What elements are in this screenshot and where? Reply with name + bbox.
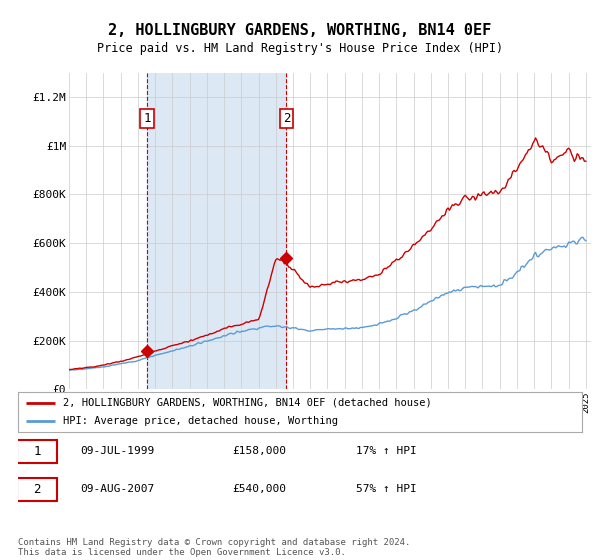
Text: 1: 1 xyxy=(34,445,41,458)
Text: £540,000: £540,000 xyxy=(232,484,286,494)
Text: 09-AUG-2007: 09-AUG-2007 xyxy=(80,484,154,494)
Text: 2, HOLLINGBURY GARDENS, WORTHING, BN14 0EF (detached house): 2, HOLLINGBURY GARDENS, WORTHING, BN14 0… xyxy=(63,398,432,408)
Text: Price paid vs. HM Land Registry's House Price Index (HPI): Price paid vs. HM Land Registry's House … xyxy=(97,42,503,55)
FancyBboxPatch shape xyxy=(17,478,58,501)
FancyBboxPatch shape xyxy=(17,440,58,463)
Text: 57% ↑ HPI: 57% ↑ HPI xyxy=(356,484,417,494)
Text: HPI: Average price, detached house, Worthing: HPI: Average price, detached house, Wort… xyxy=(63,417,338,426)
Text: 17% ↑ HPI: 17% ↑ HPI xyxy=(356,446,417,456)
Bar xyxy=(147,73,286,389)
Text: £158,000: £158,000 xyxy=(232,446,286,456)
Text: Contains HM Land Registry data © Crown copyright and database right 2024.
This d: Contains HM Land Registry data © Crown c… xyxy=(18,538,410,557)
Text: 2, HOLLINGBURY GARDENS, WORTHING, BN14 0EF: 2, HOLLINGBURY GARDENS, WORTHING, BN14 0… xyxy=(109,24,491,38)
Text: 2: 2 xyxy=(283,112,290,125)
Text: 2: 2 xyxy=(34,483,41,496)
Text: 1: 1 xyxy=(143,112,151,125)
Text: 09-JUL-1999: 09-JUL-1999 xyxy=(80,446,154,456)
